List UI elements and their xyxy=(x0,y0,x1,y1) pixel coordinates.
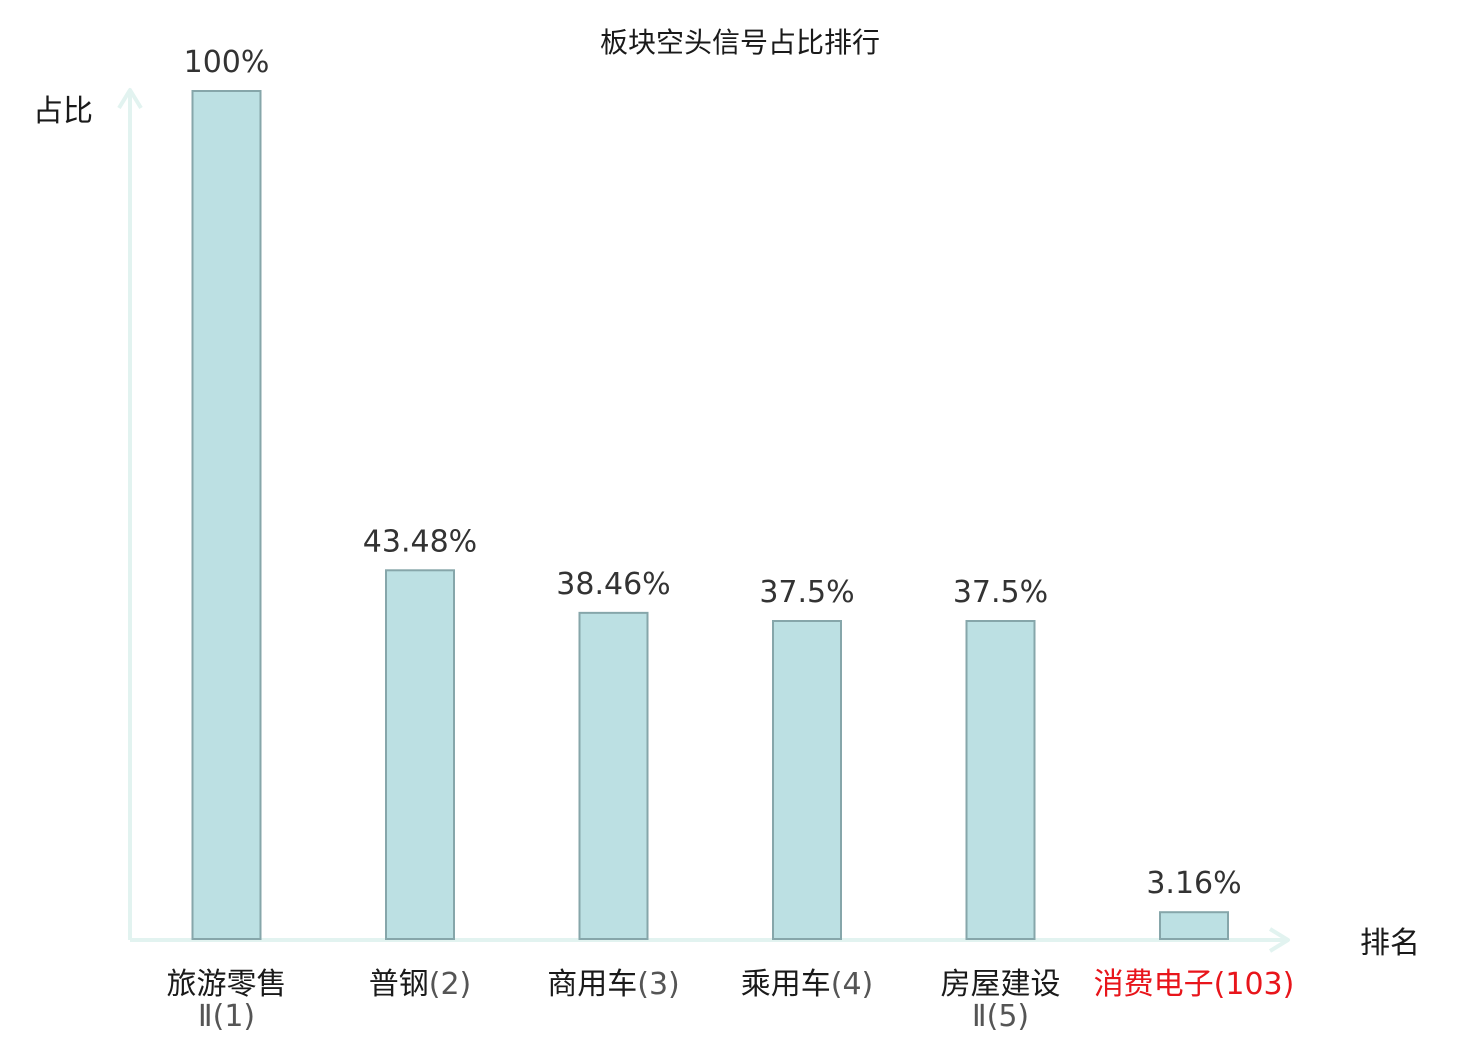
x-tick-label-3: 商用车(3) xyxy=(547,967,680,1002)
y-axis-arrow xyxy=(117,88,143,110)
data-label-5: 37.5% xyxy=(953,575,1048,610)
bar-3 xyxy=(578,611,649,940)
value-labels: 100% 43.48% 38.46% 37.5% 37.5% 3.16% xyxy=(184,45,1242,901)
chart-title: 板块空头信号占比排行 xyxy=(600,26,880,59)
x-tick-label-5: 房屋建设 xyxy=(941,967,1061,1002)
x-axis-label: 排名 xyxy=(1360,926,1420,961)
x-tick-name-3: 商用车 xyxy=(547,967,637,1002)
data-label-3: 38.46% xyxy=(556,567,670,602)
x-tick-rank-2: (2) xyxy=(429,967,472,1002)
x-tick-name-2: 普钢 xyxy=(369,967,429,1002)
x-tick-label-6: 消费电子(103) xyxy=(1094,967,1295,1002)
y-axis-label: 占比 xyxy=(33,94,93,129)
data-label-4: 37.5% xyxy=(759,575,854,610)
x-tick-rank-5: Ⅱ(5) xyxy=(972,999,1029,1034)
data-label-1: 100% xyxy=(184,45,270,80)
bars xyxy=(191,90,1229,940)
axes xyxy=(117,88,1290,953)
x-tick-name-6: 消费电子 xyxy=(1094,967,1214,1002)
x-tick-rank-4: (4) xyxy=(831,967,874,1002)
data-label-6: 3.16% xyxy=(1146,866,1241,901)
x-axis-arrow xyxy=(1268,927,1290,953)
bar-6 xyxy=(1159,911,1229,940)
bar-5 xyxy=(965,620,1036,940)
data-label-2: 43.48% xyxy=(363,524,477,559)
bar-1 xyxy=(191,90,262,940)
x-tick-label-4: 乘用车(4) xyxy=(741,967,874,1002)
x-tick-label-1: 旅游零售 xyxy=(167,967,287,1002)
x-tick-name-4: 乘用车 xyxy=(741,967,831,1002)
bar-4 xyxy=(772,620,842,940)
x-tick-rank-3: (3) xyxy=(637,967,680,1002)
bar-2 xyxy=(385,569,455,940)
x-tick-label-2: 普钢(2) xyxy=(369,967,472,1002)
x-tick-rank-6: (103) xyxy=(1214,967,1295,1002)
x-tick-rank-1: Ⅱ(1) xyxy=(198,999,255,1034)
